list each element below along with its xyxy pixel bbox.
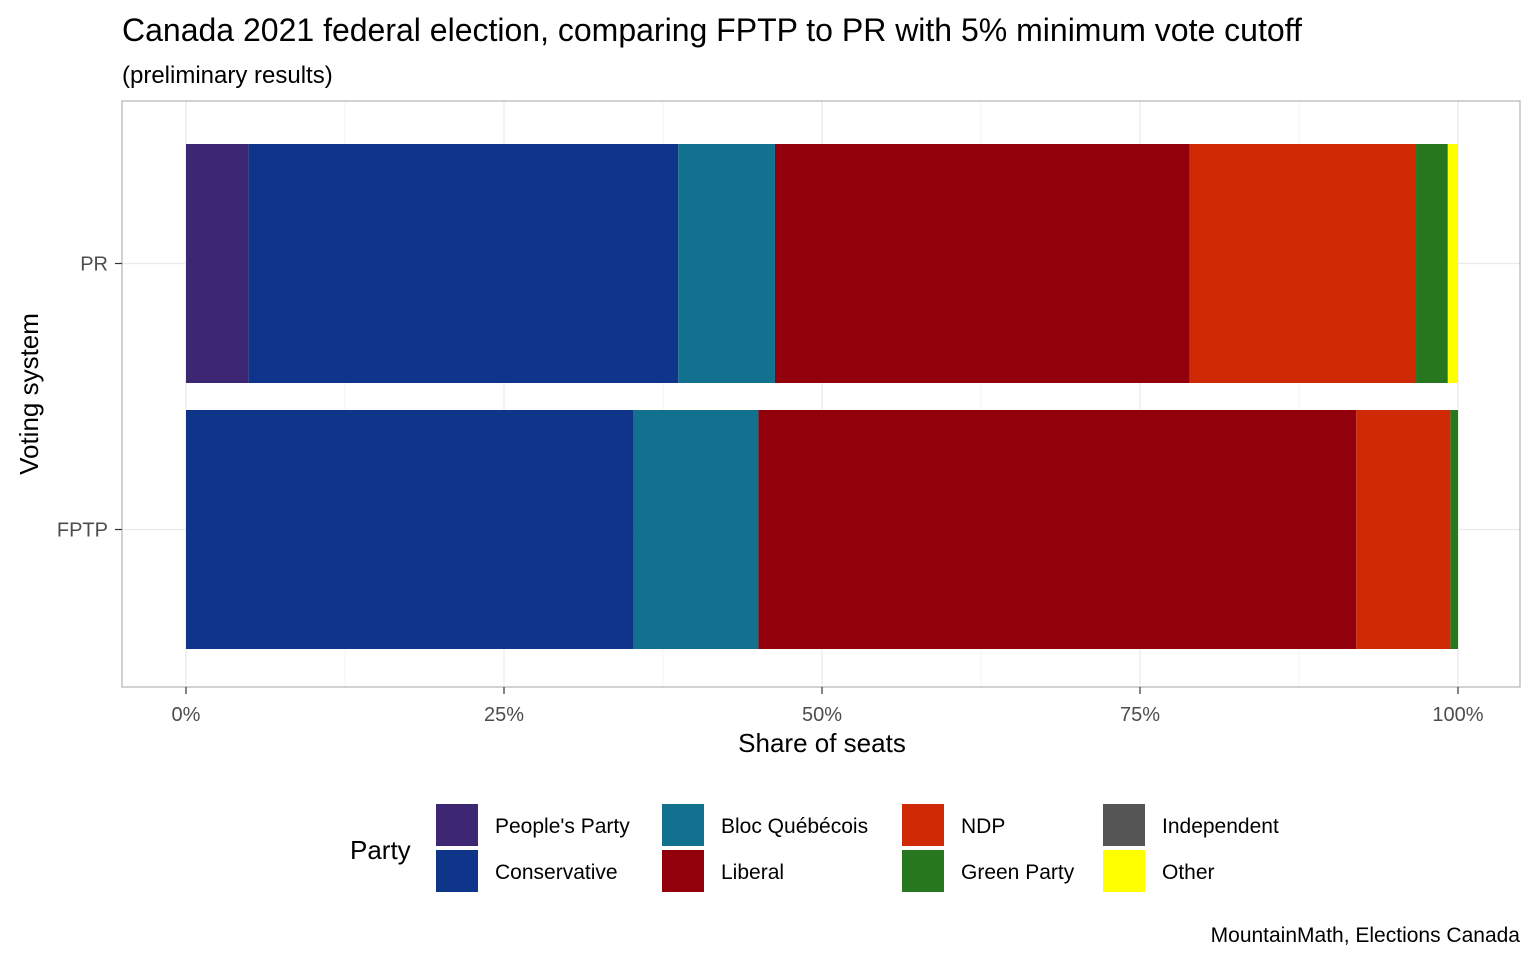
x-tick-label: 50% bbox=[802, 704, 842, 726]
legend: Party People's Party Conservative Bloc Qué… bbox=[350, 804, 1279, 892]
bar-fptp-bloc-qu-b-cois bbox=[633, 410, 759, 649]
bar-pr-ndp bbox=[1189, 144, 1417, 383]
bar-pr-people-s-party bbox=[186, 144, 249, 383]
bar-pr-green-party bbox=[1416, 144, 1448, 383]
legend-swatch-other bbox=[1103, 850, 1145, 892]
legend-label-people-s-party: People's Party bbox=[495, 815, 630, 838]
legend-label-other: Other bbox=[1162, 861, 1215, 884]
bar-pr-bloc-qu-b-cois bbox=[678, 144, 775, 383]
bar-fptp-green-party bbox=[1450, 410, 1458, 649]
bar-fptp-ndp bbox=[1356, 410, 1451, 649]
legend-label-conservative: Conservative bbox=[495, 861, 618, 884]
x-tick-label: 100% bbox=[1432, 704, 1483, 726]
y-tick-label: PR bbox=[80, 254, 108, 276]
bar-pr-liberal bbox=[774, 144, 1190, 383]
legend-swatch-independent bbox=[1103, 804, 1145, 846]
x-axis: 0% 25% 50% 75% 100% bbox=[172, 687, 1484, 726]
x-tick-label: 75% bbox=[1120, 704, 1160, 726]
x-tick-label: 25% bbox=[484, 704, 524, 726]
legend-label-liberal: Liberal bbox=[721, 861, 784, 884]
bar-fptp-conservative bbox=[186, 410, 634, 649]
legend-swatch-liberal bbox=[662, 850, 704, 892]
panel-border bbox=[121, 100, 1521, 688]
legend-swatch-bloc-qu-b-cois bbox=[662, 804, 704, 846]
legend-label-green-party: Green Party bbox=[961, 861, 1075, 884]
bar-pr-other bbox=[1447, 144, 1458, 383]
chart-caption: MountainMath, Elections Canada bbox=[1211, 924, 1521, 947]
legend-swatch-people-s-party bbox=[436, 804, 478, 846]
legend-title: Party bbox=[350, 835, 411, 865]
chart-subtitle: (preliminary results) bbox=[122, 62, 333, 89]
legend-label-independent: Independent bbox=[1162, 815, 1279, 838]
y-axis-title: Voting system bbox=[14, 313, 44, 475]
chart-title: Canada 2021 federal election, comparing … bbox=[122, 12, 1302, 48]
y-tick-label: FPTP bbox=[57, 520, 108, 542]
legend-swatch-green-party bbox=[902, 850, 944, 892]
legend-label-bloc-qu-b-cois: Bloc Québécois bbox=[721, 815, 868, 838]
y-axis: PR FPTP bbox=[57, 254, 122, 542]
bar-pr-conservative bbox=[248, 144, 679, 383]
bars bbox=[186, 144, 1458, 649]
x-axis-title: Share of seats bbox=[738, 728, 906, 758]
legend-swatch-conservative bbox=[436, 850, 478, 892]
legend-swatch-ndp bbox=[902, 804, 944, 846]
bar-fptp-liberal bbox=[758, 410, 1357, 649]
legend-label-ndp: NDP bbox=[961, 815, 1005, 838]
x-tick-label: 0% bbox=[172, 704, 201, 726]
